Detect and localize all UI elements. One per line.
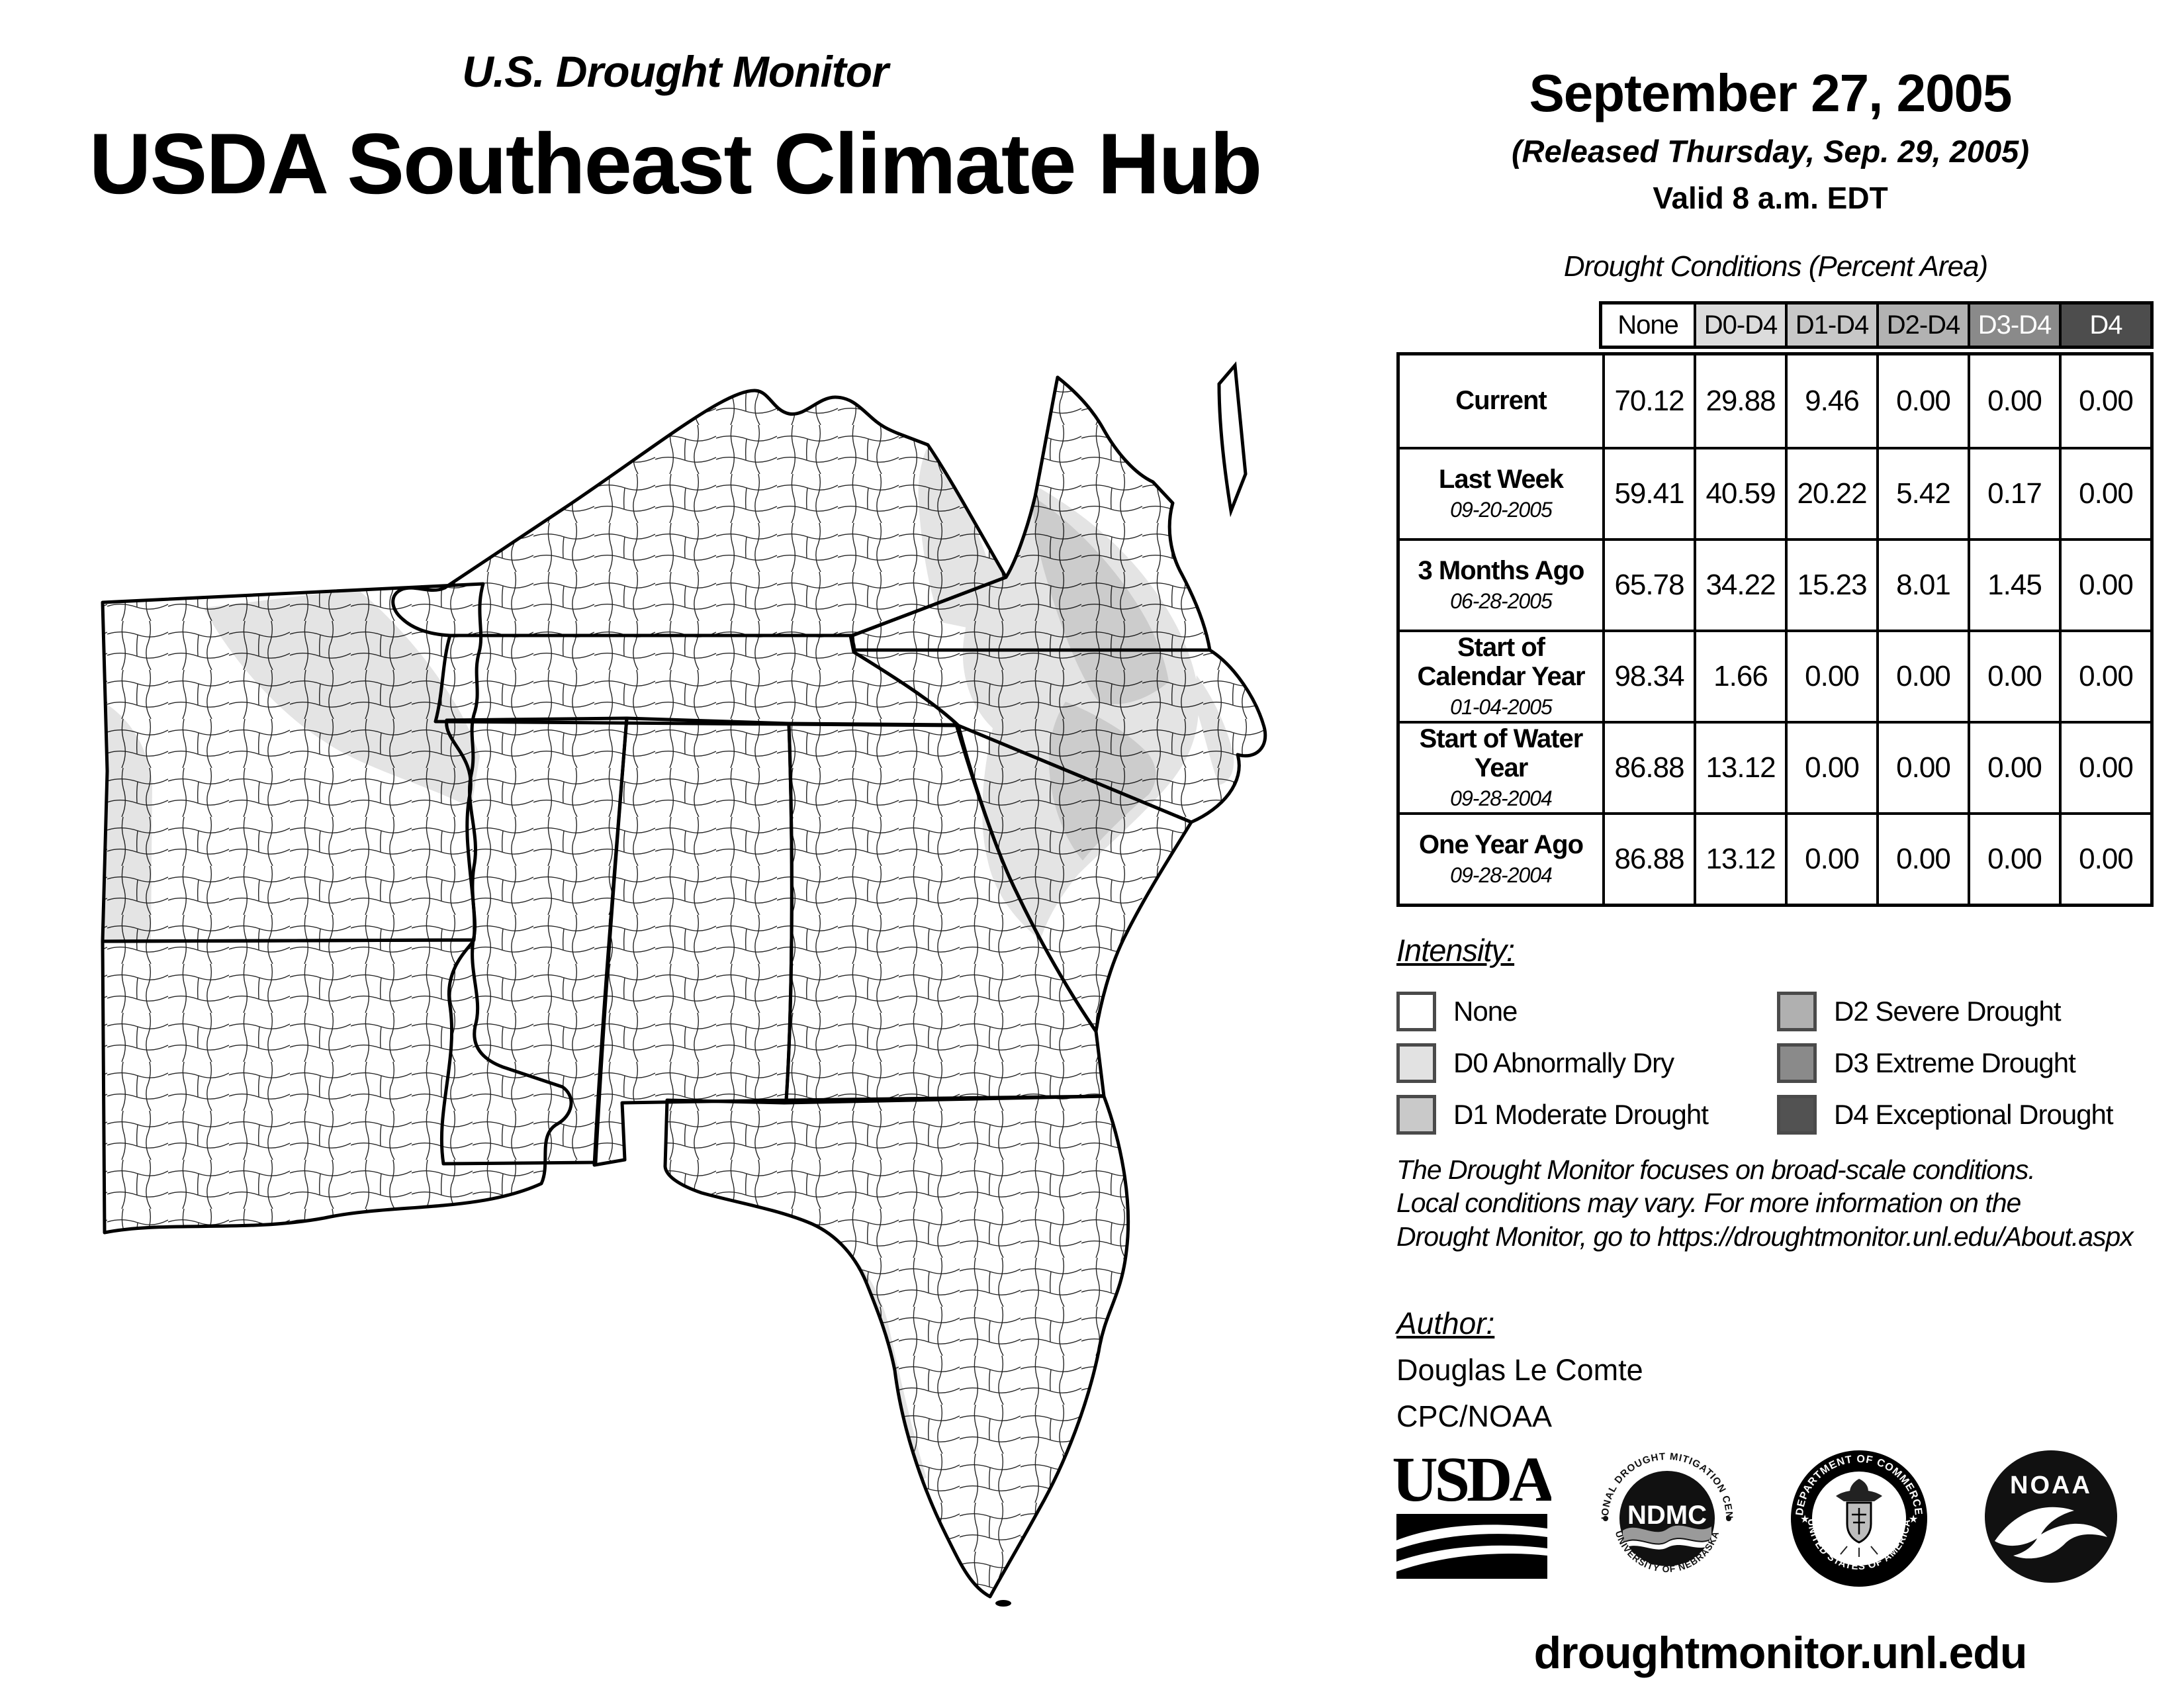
- logo-row: USDA NATIONAL DROUGHT MITIGATION CENTER …: [1392, 1440, 2127, 1593]
- legend-items: None D0 Abnormally Dry D1 Moderate Droug…: [1396, 986, 2164, 1141]
- table-cell: 0.17: [1968, 447, 2059, 538]
- table-cell: 98.34: [1602, 630, 1694, 721]
- column-header-d3-d4: D3-D4: [1968, 305, 2059, 346]
- row-label: 3 Months Ago 06-28-2005: [1400, 538, 1602, 630]
- commerce-seal-icon: DEPARTMENT OF COMMERCE UNITED STATES OF …: [1791, 1450, 1927, 1587]
- release-date: (Released Thursday, Sep. 29, 2005): [1512, 134, 2029, 169]
- legend-item-d2: D2 Severe Drought: [1777, 986, 2164, 1037]
- table-cell: 0.00: [1876, 812, 1968, 904]
- legend-swatch-d2: [1777, 992, 1817, 1031]
- table-cell: 65.78: [1602, 538, 1694, 630]
- table-cell: 0.00: [2059, 812, 2150, 904]
- legend-item-d1: D1 Moderate Drought: [1396, 1089, 1777, 1141]
- table-cell: 0.00: [1968, 721, 2059, 812]
- table-cell: 13.12: [1694, 812, 1785, 904]
- legend-swatch-d4: [1777, 1095, 1817, 1135]
- table-cell: 0.00: [2059, 538, 2150, 630]
- table-cell: 1.66: [1694, 630, 1785, 721]
- table-cell: 29.88: [1694, 355, 1785, 447]
- column-header-none: None: [1602, 305, 1694, 346]
- table-cell: 5.42: [1876, 447, 1968, 538]
- table-header-row: None D0-D4 D1-D4 D2-D4 D3-D4 D4: [1599, 301, 2154, 349]
- table-cell: 1.45: [1968, 538, 2059, 630]
- row-label: Last Week 09-20-2005: [1400, 447, 1602, 538]
- legend-item-d3: D3 Extreme Drought: [1777, 1037, 2164, 1089]
- table-cell: 0.00: [1876, 355, 1968, 447]
- table-cell: 59.41: [1602, 447, 1694, 538]
- drought-shading: [103, 377, 1265, 1597]
- drought-map: [101, 361, 1267, 1607]
- usda-logo-icon: USDA: [1392, 1444, 1551, 1579]
- table-title: Drought Conditions (Percent Area): [1563, 250, 1988, 283]
- table-cell: 0.00: [2059, 355, 2150, 447]
- table-cell: 13.12: [1694, 721, 1785, 812]
- author-block: Author: Douglas Le Comte CPC/NOAA: [1396, 1305, 2184, 1434]
- row-label: Current: [1455, 386, 1547, 416]
- column-header-d2-d4: D2-D4: [1876, 305, 1968, 346]
- legend-swatch-d1: [1396, 1095, 1436, 1135]
- drought-conditions-table: Current 70.12 29.88 9.46 0.00 0.00 0.00 …: [1396, 352, 2154, 907]
- row-label: Start of Calendar Year 01-04-2005: [1400, 630, 1602, 721]
- row-label: Start of Water Year 09-28-2004: [1400, 721, 1602, 812]
- florida-keys: [995, 1600, 1011, 1607]
- legend-item-d0: D0 Abnormally Dry: [1396, 1037, 1777, 1089]
- legend-swatch-none: [1396, 992, 1436, 1031]
- legend-swatch-d0: [1396, 1043, 1436, 1083]
- table-cell: 0.00: [1968, 812, 2059, 904]
- valid-time: Valid 8 a.m. EDT: [1653, 181, 1888, 215]
- svg-text:★: ★: [1800, 1514, 1809, 1525]
- state-borders: [101, 375, 1267, 1599]
- table-cell: 0.00: [1785, 721, 1876, 812]
- author-title: Author:: [1396, 1306, 1495, 1340]
- table-cell: 15.23: [1785, 538, 1876, 630]
- table-cell: 86.88: [1602, 721, 1694, 812]
- author-name: Douglas Le Comte: [1396, 1353, 1643, 1387]
- ndmc-logo-icon: NATIONAL DROUGHT MITIGATION CENTER UNIVE…: [1591, 1440, 1734, 1574]
- table-cell: 70.12: [1602, 355, 1694, 447]
- column-header-d4: D4: [2059, 305, 2150, 346]
- county-boundaries: [103, 377, 1265, 1597]
- page-title: USDA Southeast Climate Hub: [89, 115, 1263, 212]
- report-date: September 27, 2005: [1529, 64, 2012, 122]
- svg-text:USDA: USDA: [1392, 1444, 1551, 1515]
- table-cell: 0.00: [1876, 721, 1968, 812]
- left-header: U.S. Drought Monitor USDA Southeast Clim…: [46, 46, 1304, 213]
- table-cell: 34.22: [1694, 538, 1785, 630]
- table-cell: 0.00: [1785, 812, 1876, 904]
- disclaimer-line: Local conditions may vary. For more info…: [1396, 1188, 2021, 1219]
- svg-text:NOAA: NOAA: [2010, 1472, 2092, 1499]
- table-cell: 0.00: [2059, 630, 2150, 721]
- svg-text:NDMC: NDMC: [1627, 1501, 1707, 1530]
- column-header-d0-d4: D0-D4: [1694, 305, 1785, 346]
- table-cell: 0.00: [1785, 630, 1876, 721]
- table-cell: 9.46: [1785, 355, 1876, 447]
- table-cell: 0.00: [2059, 721, 2150, 812]
- legend-title: Intensity:: [1396, 933, 1515, 968]
- disclaimer-line: Drought Monitor, go to https://droughtmo…: [1396, 1221, 2134, 1252]
- table-cell: 0.00: [1876, 630, 1968, 721]
- disclaimer-line: The Drought Monitor focuses on broad-sca…: [1396, 1154, 2036, 1185]
- table-cell: 0.00: [2059, 447, 2150, 538]
- column-header-d1-d4: D1-D4: [1785, 305, 1876, 346]
- table-cell: 0.00: [1968, 355, 2059, 447]
- author-org: CPC/NOAA: [1396, 1399, 1553, 1433]
- legend-item-none: None: [1396, 986, 1777, 1037]
- program-title: U.S. Drought Monitor: [462, 47, 889, 96]
- intensity-legend: Intensity: None D0 Abnormally Dry D1 Mod…: [1396, 932, 2164, 1141]
- date-block: September 27, 2005 (Released Thursday, S…: [1377, 63, 2164, 216]
- legend-item-d4: D4 Exceptional Drought: [1777, 1089, 2164, 1141]
- table-cell: 40.59: [1694, 447, 1785, 538]
- table-cell: 86.88: [1602, 812, 1694, 904]
- svg-text:★: ★: [1909, 1514, 1918, 1525]
- noaa-logo-icon: NOAA: [1985, 1450, 2117, 1583]
- table-cell: 8.01: [1876, 538, 1968, 630]
- table-cell: 0.00: [1968, 630, 2059, 721]
- row-label: One Year Ago 09-28-2004: [1400, 812, 1602, 904]
- table-cell: 20.22: [1785, 447, 1876, 538]
- footer-url: droughtmonitor.unl.edu: [1533, 1628, 2028, 1678]
- disclaimer-text: The Drought Monitor focuses on broad-sca…: [1396, 1153, 2184, 1253]
- legend-swatch-d3: [1777, 1043, 1817, 1083]
